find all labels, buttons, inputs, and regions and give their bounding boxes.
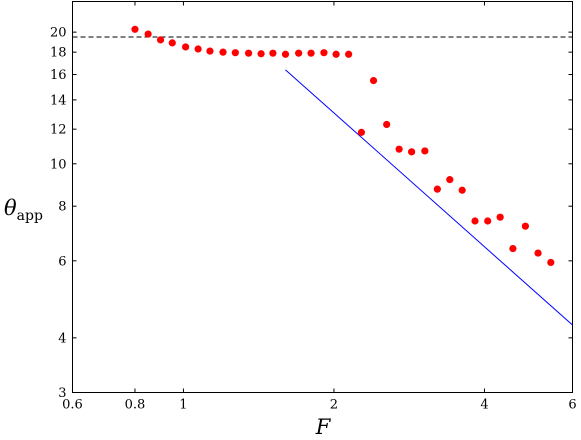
- data-point: [369, 76, 378, 85]
- x-tick-label: 6: [568, 398, 576, 413]
- data-point: [219, 48, 227, 56]
- y-tick-label: 10: [50, 157, 67, 172]
- y-tick-label: 6: [58, 254, 66, 269]
- data-point: [156, 36, 165, 44]
- x-tick-label: 0.8: [125, 398, 146, 413]
- y-tick-label: 4: [58, 331, 66, 346]
- data-point: [446, 176, 454, 184]
- data-point: [257, 50, 265, 58]
- data-point: [433, 185, 441, 193]
- y-tick-label: 12: [50, 123, 67, 138]
- data-point: [421, 147, 429, 155]
- y-tick-label: 14: [50, 93, 67, 108]
- data-point: [206, 47, 214, 55]
- data-point: [168, 39, 176, 47]
- data-point: [231, 49, 239, 57]
- data-point: [547, 258, 555, 267]
- data-point: [521, 222, 530, 230]
- data-point: [295, 49, 303, 57]
- data-point: [131, 25, 139, 33]
- data-point: [281, 50, 290, 58]
- data-point: [534, 249, 542, 257]
- data-point: [383, 120, 391, 129]
- data-point: [194, 45, 202, 53]
- data-point: [395, 145, 403, 153]
- x-tick-label: 0.6: [62, 398, 83, 413]
- data-point: [320, 49, 328, 57]
- data-point: [471, 217, 479, 225]
- fit-line: [285, 69, 573, 326]
- data-point: [269, 49, 277, 57]
- data-point: [509, 244, 517, 253]
- data-point: [458, 186, 466, 194]
- data-point: [307, 49, 315, 57]
- y-axis-label: θapp: [4, 196, 43, 224]
- x-tick-label: 2: [330, 398, 338, 413]
- data-point: [144, 30, 152, 38]
- data-point: [181, 43, 190, 51]
- data-point: [357, 128, 366, 136]
- x-tick-label: 1: [179, 398, 187, 413]
- y-tick-label: 3: [58, 386, 66, 401]
- y-axis-label-main: θ: [4, 196, 17, 220]
- plot-frame: [72, 1, 573, 393]
- data-point: [484, 217, 492, 225]
- data-point: [408, 148, 416, 156]
- data-point: [244, 49, 253, 57]
- data-point: [332, 50, 340, 58]
- data-point: [345, 50, 353, 58]
- y-tick-label: 20: [50, 26, 67, 41]
- y-tick-label: 8: [58, 200, 66, 215]
- y-axis-label-sub: app: [17, 208, 43, 224]
- y-tick-label: 18: [50, 46, 67, 61]
- x-axis-label: F: [315, 415, 332, 439]
- x-tick-label: 4: [480, 398, 488, 413]
- y-tick-label: 16: [50, 68, 67, 83]
- data-point: [496, 213, 504, 221]
